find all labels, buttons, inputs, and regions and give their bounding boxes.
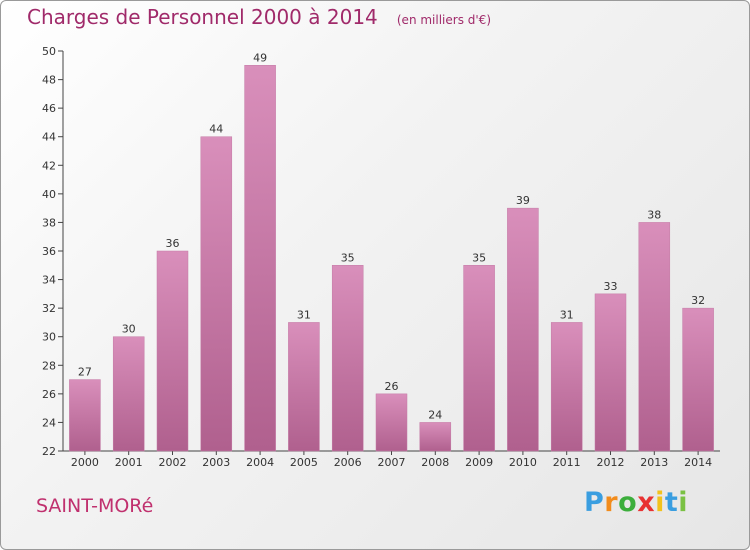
data-label-2011: 31 <box>560 308 574 321</box>
data-label-2008: 24 <box>428 408 442 421</box>
x-tick-label-2000: 2000 <box>71 456 99 469</box>
logo-letter: i <box>655 487 665 518</box>
y-tick-label: 42 <box>42 159 56 172</box>
x-tick-label-2008: 2008 <box>421 456 449 469</box>
data-label-2006: 35 <box>341 251 355 264</box>
x-tick-label-2009: 2009 <box>465 456 493 469</box>
y-tick-label: 26 <box>42 388 56 401</box>
x-tick-label-2010: 2010 <box>509 456 537 469</box>
axes: 22 24 26 28 30 32 34 36 38 40 42 44 46 48 50 <box>42 45 720 458</box>
bar-2006 <box>331 265 364 452</box>
y-tick-label: 24 <box>42 416 56 429</box>
x-tick-label-2013: 2013 <box>640 456 668 469</box>
bar-2003 <box>200 136 233 452</box>
y-tick-label: 32 <box>42 302 56 315</box>
x-tick-label-2003: 2003 <box>202 456 230 469</box>
x-tick-label-2014: 2014 <box>684 456 712 469</box>
title-row: Charges de Personnel 2000 à 2014 (en mil… <box>27 5 491 29</box>
data-label-2007: 26 <box>385 380 399 393</box>
y-tick-label: 40 <box>42 188 56 201</box>
x-tick-label-2011: 2011 <box>553 456 581 469</box>
bar-2009 <box>463 265 495 452</box>
data-label-2004: 49 <box>253 51 267 64</box>
bar-2011 <box>550 322 583 452</box>
data-label-2005: 31 <box>297 308 311 321</box>
chart-subtitle: (en milliers d'€) <box>396 13 491 27</box>
bar-2013 <box>638 222 671 452</box>
x-tick-label-2007: 2007 <box>378 456 406 469</box>
logo-letter: o <box>618 487 638 518</box>
bar-2008 <box>419 422 452 452</box>
bar-2004 <box>244 65 276 452</box>
bar-2002 <box>156 250 189 452</box>
data-label-2002: 36 <box>166 237 180 250</box>
y-tick-label: 28 <box>42 359 56 372</box>
data-label-2009: 35 <box>472 251 486 264</box>
y-tick-label: 36 <box>42 245 56 258</box>
x-tick-label-2002: 2002 <box>159 456 187 469</box>
logo-letter: r <box>604 487 619 518</box>
y-tick-label: 44 <box>42 131 56 144</box>
bar-2007 <box>375 393 408 452</box>
bar-2010 <box>507 207 539 452</box>
y-tick-label: 30 <box>42 331 56 344</box>
proxiti-logo: Proxiti <box>584 487 688 518</box>
logo-letter: x <box>637 487 656 518</box>
x-tick-label-2006: 2006 <box>334 456 362 469</box>
bar-2014 <box>682 307 714 452</box>
data-label-2014: 32 <box>691 294 705 307</box>
bars-group <box>69 65 714 452</box>
bar-2012 <box>594 293 627 452</box>
y-tick-label: 22 <box>42 445 56 458</box>
x-tick-label-2012: 2012 <box>597 456 625 469</box>
bar-2001 <box>112 336 145 452</box>
labels-group: 27 2000 30 2001 36 2002 44 2003 49 2004 31 2005 35 20… <box>71 51 712 469</box>
x-tick-label-2001: 2001 <box>115 456 143 469</box>
data-label-2012: 33 <box>604 280 618 293</box>
y-tick-label: 50 <box>42 45 56 58</box>
y-tick-label: 34 <box>42 274 56 287</box>
data-label-2003: 44 <box>209 123 223 136</box>
data-label-2001: 30 <box>122 323 136 336</box>
logo-letter: P <box>584 487 605 518</box>
bar-2000 <box>69 379 101 452</box>
logo-letter: t <box>664 487 679 518</box>
bar-2005 <box>288 322 320 452</box>
y-tick-label: 46 <box>42 102 56 115</box>
data-label-2013: 38 <box>647 208 661 221</box>
x-tick-label-2004: 2004 <box>246 456 274 469</box>
y-tick-label: 48 <box>42 74 56 87</box>
chart-title: Charges de Personnel 2000 à 2014 <box>27 5 378 29</box>
logo-letter: i <box>678 487 689 518</box>
commune-name: SAINT-MORé <box>36 495 154 517</box>
y-tick-label: 38 <box>42 216 56 229</box>
x-tick-label-2005: 2005 <box>290 456 318 469</box>
data-label-2010: 39 <box>516 194 530 207</box>
data-label-2000: 27 <box>78 366 92 379</box>
